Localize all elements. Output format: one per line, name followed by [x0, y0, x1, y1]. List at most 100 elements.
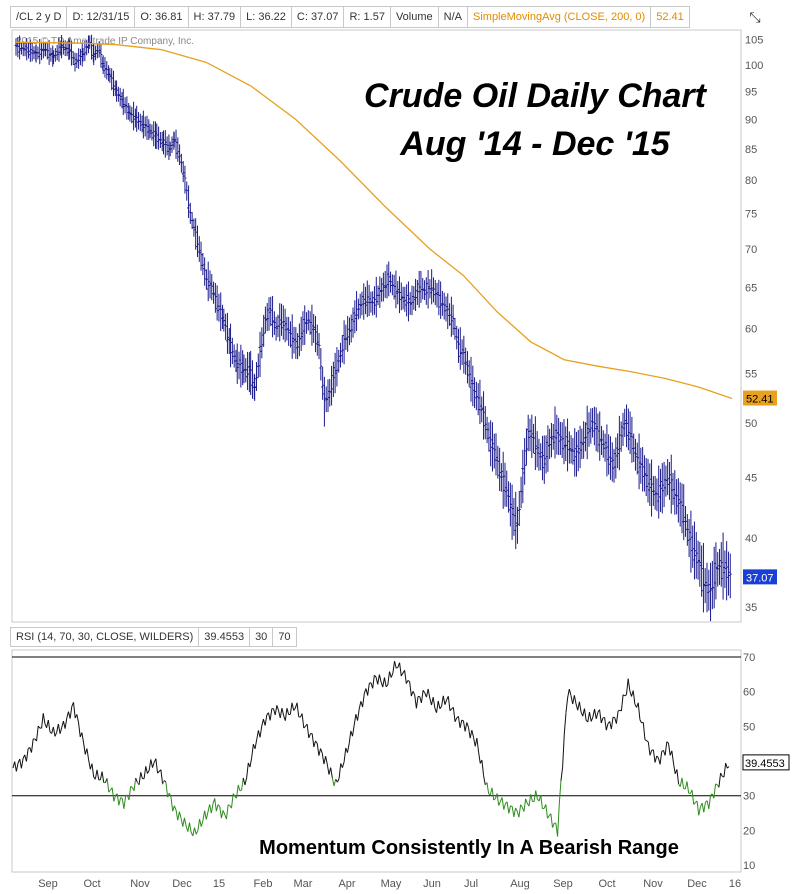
ohlc-bar: [387, 261, 391, 297]
rsi-segment: [432, 697, 436, 709]
ohlc-bar: [453, 317, 457, 340]
ohlc-bar: [57, 38, 61, 62]
ohlc-bar: [269, 296, 273, 327]
rsi-segment: [241, 777, 244, 791]
ohlc-bar: [417, 270, 421, 308]
ohlc-bar: [340, 335, 344, 363]
y-tick-label: 40: [745, 533, 757, 545]
rsi-segment: [178, 811, 182, 819]
ohlc-bar: [485, 416, 489, 444]
ohlc-bar: [19, 42, 23, 55]
rsi-segment: [545, 804, 548, 819]
ohlc-bar: [558, 421, 562, 455]
rsi-segment: [195, 830, 199, 835]
ohlc-bar: [465, 351, 469, 384]
rsi-segment: [303, 725, 306, 729]
ohlc-bar: [446, 293, 450, 330]
ohlc-bar: [671, 472, 675, 505]
ohlc-bar: [299, 316, 303, 352]
last-price-tag: 37.07: [743, 569, 777, 585]
y-tick-label: 80: [745, 175, 757, 187]
ohlc-bar: [444, 296, 448, 322]
rsi-segment: [652, 749, 656, 763]
symbol-label[interactable]: /CL 2 y D: [11, 7, 68, 27]
ohlc-bar: [469, 356, 473, 402]
ohlc-bar: [135, 105, 139, 132]
x-tick-label: Jul: [464, 878, 478, 890]
rsi-segment: [605, 723, 609, 731]
ohlc-bar: [360, 291, 364, 316]
ohlc-bar: [192, 218, 196, 237]
rsi-segment: [540, 795, 543, 809]
rsi-segment: [447, 696, 451, 711]
rsi-segment: [232, 793, 236, 797]
expand-icon[interactable]: ⤡: [749, 9, 761, 25]
rsi-segment: [420, 690, 424, 703]
ohlc-bar: [698, 542, 702, 587]
ohlc-bar: [319, 348, 323, 381]
ohlc-bar: [719, 542, 723, 587]
volume-label[interactable]: Volume: [391, 7, 439, 27]
rsi-segment: [649, 750, 653, 756]
rsi-segment: [691, 789, 695, 805]
rsi-segment: [47, 720, 51, 732]
rsi-segment: [713, 783, 717, 799]
ohlc-bar: [364, 286, 368, 315]
rsi-segment: [476, 738, 480, 752]
rsi-segment: [57, 723, 61, 734]
rsi-segment: [281, 707, 285, 716]
ohlc-bar: [374, 276, 378, 318]
rsi-label[interactable]: RSI (14, 70, 30, CLOSE, WILDERS): [11, 628, 200, 646]
rsi-segment: [392, 661, 396, 674]
ohlc-bar: [608, 436, 612, 480]
ohlc-bar: [564, 426, 568, 462]
ohlc-bar: [296, 333, 300, 360]
rsi-segment: [425, 688, 429, 698]
rsi-segment: [251, 744, 254, 758]
rsi-segment: [150, 759, 153, 768]
rsi-segment: [200, 820, 204, 827]
rsi-segment: [671, 750, 675, 764]
rsi-segment: [106, 778, 110, 793]
ohlc-bar: [260, 327, 264, 359]
rsi-y-tick-label: 50: [743, 721, 755, 733]
ohlc-bar: [197, 236, 201, 262]
ohlc-bar: [639, 447, 643, 484]
ohlc-bar: [203, 257, 207, 286]
rsi-segment: [415, 696, 419, 709]
rsi-segment: [210, 803, 214, 814]
rsi-segment: [321, 753, 325, 765]
rsi-segment: [698, 806, 701, 816]
rsi-segment: [123, 795, 127, 809]
rsi-annotation: Momentum Consistently In A Bearish Range: [259, 837, 679, 859]
ohlc-bar: [532, 423, 536, 454]
ohlc-bar: [130, 106, 134, 124]
ohlc-bar: [337, 349, 341, 373]
ohlc-bar: [635, 442, 639, 475]
ohlc-bar: [217, 293, 221, 322]
ohlc-bar: [673, 470, 677, 515]
ohlc-bar: [392, 274, 396, 300]
sma-line: [15, 41, 733, 400]
rsi-segment: [66, 711, 69, 719]
ohlc-bar: [637, 433, 641, 490]
ohlc-bar: [287, 316, 291, 346]
ohlc-bar: [423, 280, 427, 300]
ohlc-bar: [542, 435, 546, 484]
rsi-y-tick-label: 70: [743, 652, 755, 664]
sma-price-tag: 52.41: [743, 390, 777, 406]
rsi-segment: [720, 772, 723, 777]
sma-label[interactable]: SimpleMovingAvg (CLOSE, 200, 0): [468, 7, 652, 27]
rsi-high: 70: [278, 631, 291, 643]
range-label: R: 1.57: [344, 7, 391, 27]
ohlc-bar: [659, 468, 663, 512]
rsi-segment: [167, 792, 170, 798]
ohlc-bar: [712, 546, 716, 609]
ohlc-bar: [313, 315, 317, 353]
rsi-segment: [330, 767, 333, 779]
rsi-segment: [373, 674, 377, 678]
ohlc-bar: [168, 141, 172, 157]
rsi-segment: [147, 770, 150, 774]
rsi-segment: [244, 777, 248, 786]
